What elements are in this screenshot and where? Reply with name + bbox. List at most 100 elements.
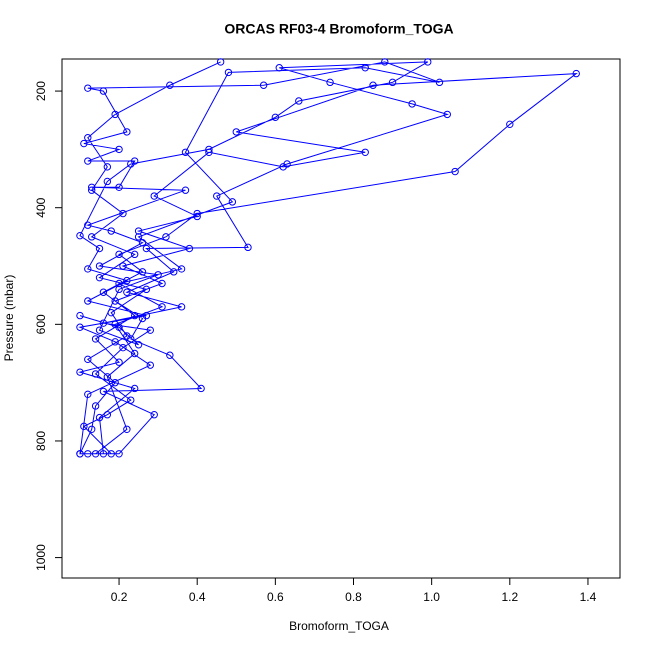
data-point	[162, 233, 170, 241]
plot-frame	[61, 58, 621, 579]
data-point	[283, 160, 291, 168]
x-tick-label: 1.0	[423, 590, 440, 604]
data-point	[84, 134, 92, 142]
data-point	[506, 120, 514, 129]
data-point	[107, 450, 115, 458]
data-point	[185, 244, 194, 253]
data-point	[115, 285, 123, 294]
y-tick-label: 400	[34, 197, 48, 217]
data-point	[111, 338, 119, 346]
data-point	[107, 308, 115, 317]
data-point	[388, 78, 397, 87]
data-point	[119, 209, 127, 218]
data-point	[111, 378, 119, 387]
data-point	[115, 183, 123, 191]
data-point	[435, 78, 444, 87]
data-point	[130, 250, 139, 259]
data-point	[76, 231, 84, 240]
data-point	[99, 288, 108, 296]
data-point	[95, 244, 104, 253]
data-point	[84, 84, 92, 92]
data-point	[130, 157, 139, 165]
data-point	[103, 373, 112, 381]
y-tick-label: 600	[34, 314, 48, 334]
data-point	[134, 341, 143, 349]
data-point	[146, 326, 155, 334]
data-point	[326, 78, 334, 87]
data-point	[158, 279, 166, 288]
data-point	[123, 425, 131, 433]
data-point	[87, 183, 96, 191]
data-point	[99, 450, 108, 458]
data-point	[381, 58, 389, 66]
x-tick-label: 1.2	[501, 590, 518, 604]
data-point	[91, 370, 100, 378]
data-point	[80, 422, 88, 431]
data-point	[181, 186, 190, 194]
data-point	[84, 450, 92, 458]
data-point	[205, 145, 213, 154]
data-point	[138, 268, 147, 276]
data-point	[130, 384, 139, 393]
data-point	[87, 233, 96, 241]
data-point	[115, 323, 123, 331]
data-point	[123, 276, 131, 285]
x-tick-label: 0.4	[189, 590, 206, 604]
data-point	[84, 355, 92, 364]
data-point	[99, 87, 108, 95]
data-point	[76, 311, 84, 320]
data-point	[146, 361, 155, 369]
data-point	[91, 402, 100, 410]
x-tick-label: 1.4	[580, 590, 597, 604]
data-point	[80, 139, 88, 148]
data-point	[166, 81, 174, 89]
data-point	[95, 326, 104, 334]
data-point	[111, 110, 119, 119]
x-tick-label: 0.6	[267, 590, 284, 604]
data-point	[166, 351, 174, 359]
data-point	[87, 425, 96, 433]
data-point	[224, 68, 233, 77]
data-line	[78, 61, 578, 455]
y-tick-label: 200	[34, 81, 48, 101]
data-point	[107, 227, 115, 235]
data-point	[103, 177, 112, 186]
data-point	[99, 319, 108, 327]
chart-title: ORCAS RF03-4 Bromoform_TOGA	[224, 21, 453, 37]
data-point	[150, 411, 158, 419]
data-point	[142, 285, 151, 294]
data-point	[130, 349, 139, 358]
data-point	[295, 97, 303, 105]
data-point	[259, 81, 268, 89]
data-point	[127, 335, 135, 343]
data-point	[451, 167, 459, 176]
data-point	[95, 413, 104, 422]
data-point	[408, 100, 416, 108]
data-point	[177, 265, 186, 273]
data-point	[170, 268, 178, 276]
data-point	[443, 110, 451, 119]
data-point	[123, 128, 131, 136]
data-point	[84, 265, 92, 273]
data-point	[150, 192, 158, 200]
data-point	[91, 450, 100, 458]
data-point	[95, 262, 104, 270]
data-point	[361, 148, 369, 157]
data-point	[271, 113, 280, 122]
data-point	[213, 192, 221, 200]
data-point	[244, 243, 252, 252]
data-point	[119, 343, 127, 352]
data-point	[76, 368, 84, 376]
data-point	[123, 288, 131, 296]
data-point	[142, 311, 151, 320]
data-point	[142, 244, 151, 253]
y-tick-label: 1000	[34, 544, 48, 571]
data-point	[103, 411, 112, 419]
data-point	[91, 335, 100, 343]
data-point	[193, 212, 201, 221]
data-point	[134, 227, 143, 235]
data-point	[158, 303, 166, 311]
data-point	[154, 271, 162, 279]
